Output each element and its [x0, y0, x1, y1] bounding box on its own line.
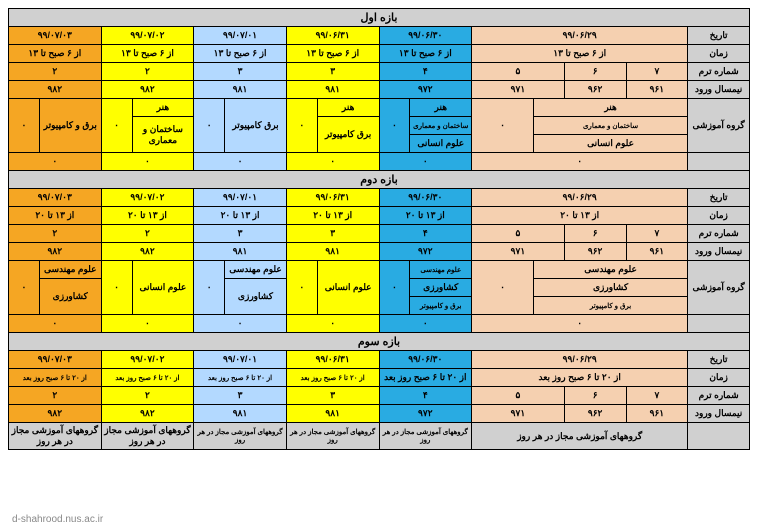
- termno-row: شماره ترم ۷ ۶ ۵ ۴ ۳ ۳ ۲ ۲: [9, 63, 750, 81]
- footer-link: d-shahrood.nus.ac.ir: [12, 514, 103, 525]
- time-row: زمان از ۶ صبح تا ۱۳ از ۶ صبح تا ۱۳ از ۶ …: [9, 45, 750, 63]
- section-2-title: بازه دوم: [9, 171, 750, 189]
- section-3-title: بازه سوم: [9, 333, 750, 351]
- section-1-title: بازه اول: [9, 9, 750, 27]
- entrysem-row: نیمسال ورود ۹۶۱ ۹۶۲ ۹۷۱ ۹۷۲ ۹۸۱ ۹۸۱ ۹۸۲ …: [9, 81, 750, 99]
- schedule-table: بازه اول تاریخ ۹۹/۰۶/۲۹ ۹۹/۰۶/۳۰ ۹۹/۰۶/۳…: [8, 8, 750, 450]
- date-row: تاریخ ۹۹/۰۶/۲۹ ۹۹/۰۶/۳۰ ۹۹/۰۶/۳۱ ۹۹/۰۷/۰…: [9, 27, 750, 45]
